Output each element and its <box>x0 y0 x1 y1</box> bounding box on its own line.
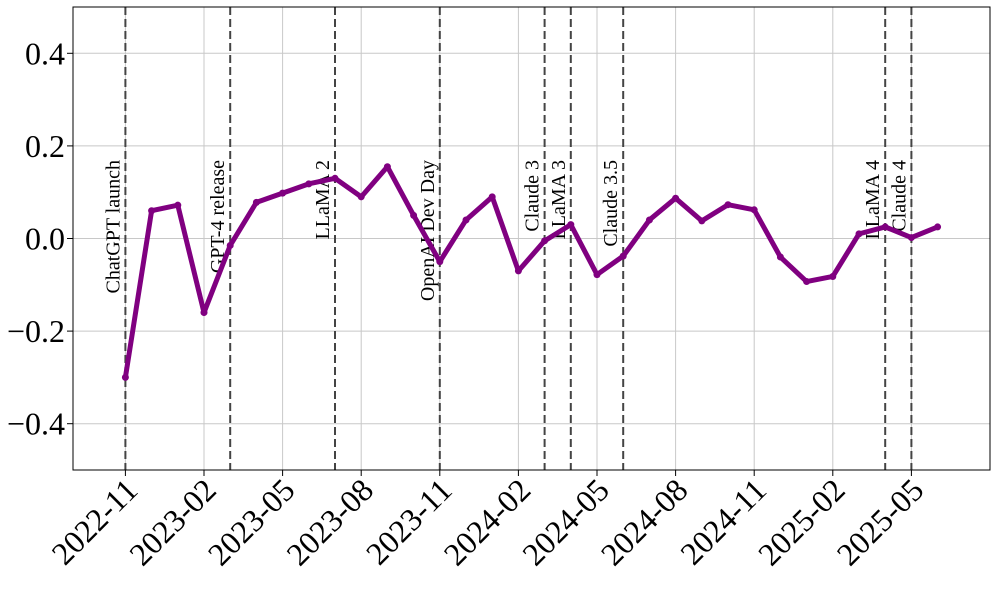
plot-frame <box>72 6 991 471</box>
data-point <box>645 216 653 224</box>
event-label: LLaMA 3 <box>548 160 570 239</box>
data-point <box>357 193 365 201</box>
data-line <box>122 164 939 378</box>
event-label: GPT-4 release <box>207 160 229 273</box>
data-point <box>462 216 470 224</box>
data-point <box>593 271 601 279</box>
data-point <box>698 217 706 225</box>
event-label: OpenAI Dev Day <box>417 160 439 301</box>
x-tick-label: 2023-05 <box>201 471 302 572</box>
data-point <box>514 267 522 275</box>
y-tick-label: 0.0 <box>25 221 65 257</box>
data-point <box>776 253 784 261</box>
event-label: Claude 3.5 <box>600 160 622 247</box>
data-point <box>619 252 627 260</box>
x-tick-label: 2023-02 <box>122 471 223 572</box>
x-tick-label: 2022-11 <box>44 471 144 571</box>
data-point <box>724 201 732 209</box>
x-tick-label: 2025-05 <box>829 471 930 572</box>
x-tick-label: 2024-08 <box>594 471 695 572</box>
data-point <box>121 373 129 381</box>
data-point <box>672 194 680 202</box>
data-point <box>200 309 208 317</box>
data-point <box>829 272 837 280</box>
event-label: ChatGPT launch <box>102 160 124 294</box>
event-label: LLaMA 4 <box>862 160 884 239</box>
data-point <box>855 230 863 238</box>
data-point <box>934 223 942 231</box>
x-tick-label: 2023-11 <box>359 471 459 571</box>
data-point <box>174 201 182 209</box>
data-point <box>383 163 391 171</box>
data-point <box>567 221 575 229</box>
event-label: Claude 4 <box>888 160 910 232</box>
x-tick-label: 2024-02 <box>436 471 537 572</box>
data-point <box>331 174 339 182</box>
y-tick-label: 0.4 <box>25 35 65 71</box>
y-tick-label: 0.2 <box>25 128 65 164</box>
x-tick-label: 2024-05 <box>515 471 616 572</box>
event-label: Claude 3 <box>522 160 544 232</box>
data-point <box>750 206 758 214</box>
data-point <box>305 180 313 188</box>
x-tick-label: 2025-02 <box>751 471 852 572</box>
x-tick-label: 2023-08 <box>279 471 380 572</box>
data-point <box>252 198 260 206</box>
data-point <box>226 241 234 249</box>
data-point <box>410 211 418 219</box>
data-point <box>541 237 549 245</box>
data-point <box>148 207 156 215</box>
x-tick-label: 2024-11 <box>673 471 773 571</box>
data-point <box>488 193 496 201</box>
data-point <box>436 258 444 266</box>
y-tick-label: −0.4 <box>7 406 65 442</box>
event-label: LLaMA 2 <box>312 160 334 239</box>
data-point <box>881 223 889 231</box>
data-point <box>803 278 811 286</box>
data-point <box>279 189 287 197</box>
y-tick-label: −0.2 <box>7 313 65 349</box>
data-point <box>907 234 915 242</box>
